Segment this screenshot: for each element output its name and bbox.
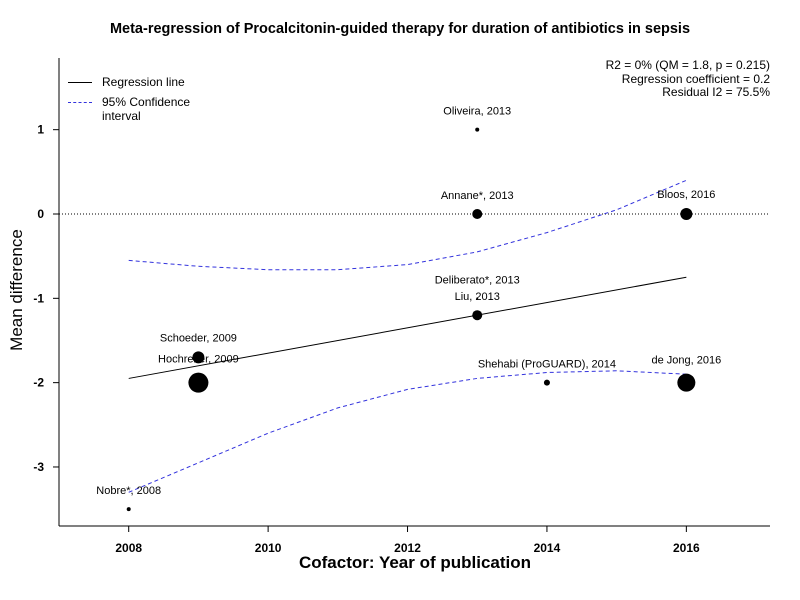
- data-point: [472, 209, 483, 219]
- y-tick-label: 0: [37, 207, 44, 221]
- data-point: [543, 379, 550, 386]
- y-tick-label: -2: [33, 376, 44, 390]
- legend-label: 95% Confidence interval: [102, 95, 191, 123]
- point-label: Schoeder, 2009: [160, 332, 237, 344]
- point-label: Hochreiter, 2009: [158, 354, 239, 366]
- stat-residual: Residual I2 = 75.5%: [662, 85, 770, 99]
- point-label: de Jong, 2016: [651, 355, 721, 367]
- ci-upper-curve: [128, 179, 687, 271]
- data-point: [677, 373, 696, 392]
- data-point: [476, 297, 479, 300]
- legend-swatch-solid: [68, 82, 92, 83]
- x-tick-label: 2014: [534, 541, 561, 555]
- regression-line: [128, 276, 687, 379]
- point-label: Deliberato*, 2013: [435, 274, 520, 286]
- point-label: Nobre*, 2008: [96, 485, 161, 497]
- point-label: Bloos, 2016: [657, 189, 715, 201]
- ci-lower-curve: [128, 370, 687, 493]
- data-point: [126, 507, 131, 512]
- regression-stats: R2 = 0% (QM = 1.8, p = 0.215) Regression…: [605, 58, 770, 100]
- data-point: [475, 127, 480, 132]
- legend-label: Regression line: [102, 75, 185, 89]
- confidence-interval: [128, 179, 687, 493]
- y-axis-title: Mean difference: [7, 229, 26, 351]
- chart-title: Meta-regression of Procalcitonin-guided …: [109, 21, 691, 37]
- point-label: Annane*, 2013: [441, 190, 514, 202]
- y-tick-label: -1: [33, 291, 44, 305]
- point-label: Liu, 2013: [455, 291, 500, 303]
- legend-swatch-dashed: [68, 102, 92, 103]
- point-labels: Oliveira, 2013 Annane*, 2013 Bloos, 2016 De…: [96, 106, 721, 497]
- point-label: Oliveira, 2013: [443, 106, 511, 118]
- stat-coefficient: Regression coefficient = 0.2: [621, 71, 770, 86]
- data-point: [680, 208, 693, 220]
- axes: [58, 58, 770, 527]
- x-axis-title: Cofactor: Year of publication: [298, 553, 532, 572]
- x-tick-label: 2012: [394, 541, 421, 555]
- x-tick-label: 2016: [673, 541, 700, 555]
- x-tick-label: 2010: [255, 541, 282, 555]
- ticks: 2008 2010 2012 2014 2016 -3 -2 -1 0 1: [33, 123, 700, 555]
- point-label: Shehabi (ProGUARD), 2014: [478, 359, 616, 371]
- data-point: [188, 372, 209, 393]
- y-tick-label: -3: [33, 460, 44, 474]
- data-point: [192, 351, 205, 364]
- data-points: [126, 127, 696, 512]
- stat-r2: R2 = 0% (QM = 1.8, p = 0.215): [605, 58, 770, 72]
- y-tick-label: 1: [37, 123, 44, 137]
- x-tick-label: 2008: [115, 541, 142, 555]
- regression-line-path: [128, 276, 687, 379]
- data-point: [472, 310, 483, 321]
